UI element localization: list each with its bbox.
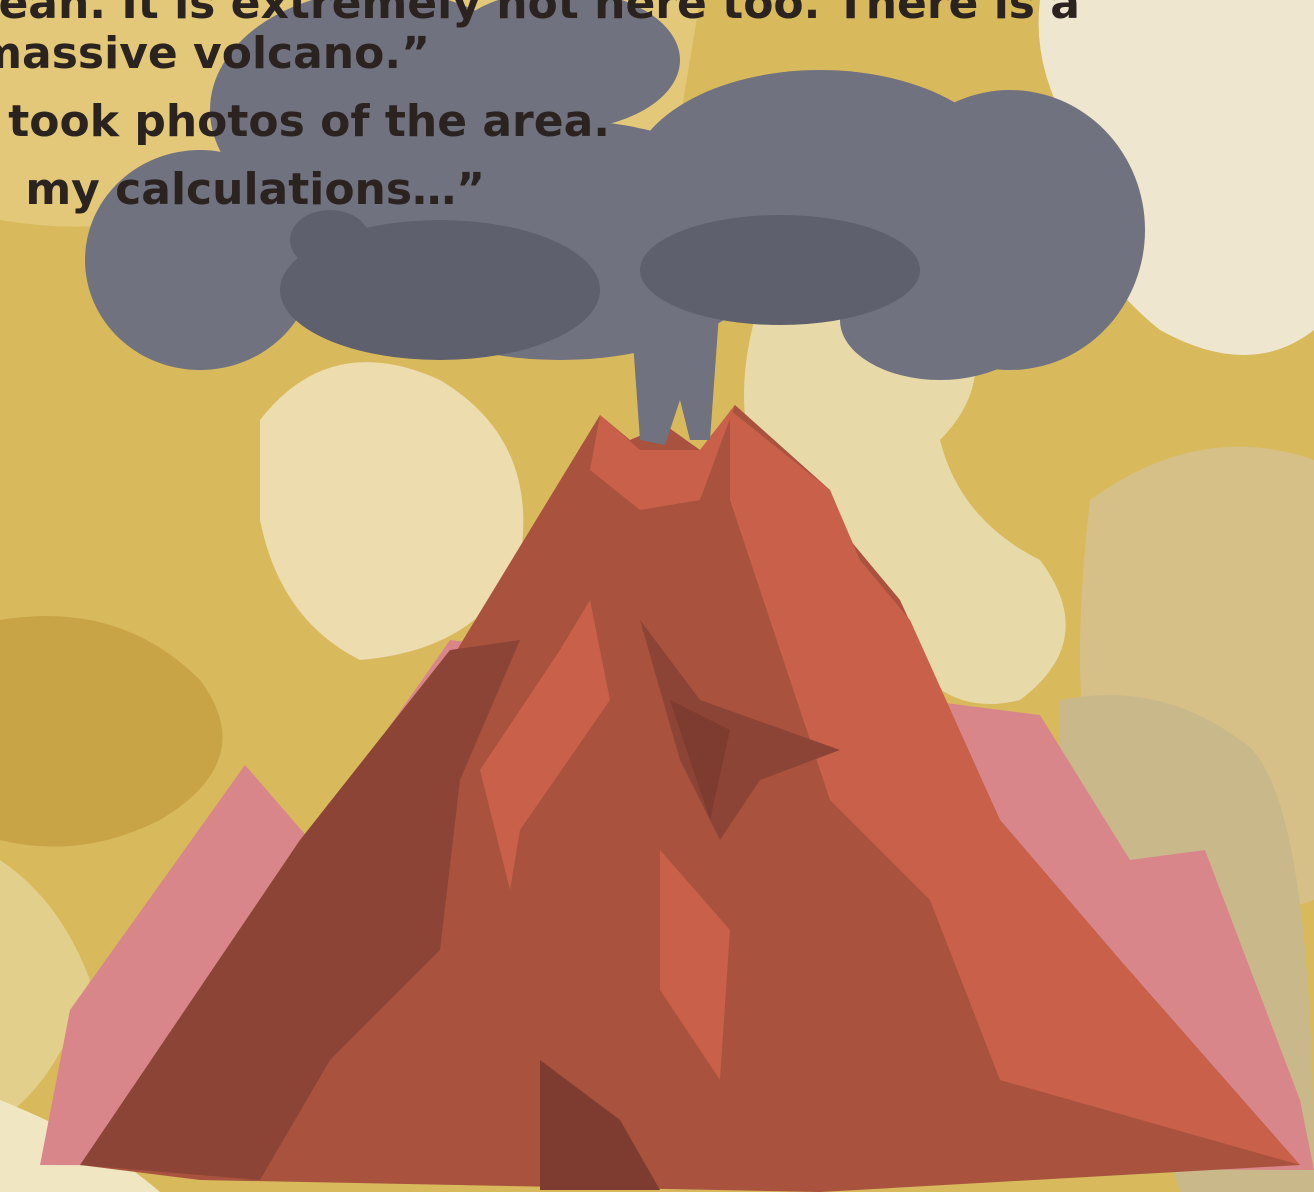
story-line: massive volcano.” [0,28,430,79]
story-line: ean. It is extremely hot here too. There… [0,0,1080,29]
story-line: took photos of the area. [8,96,610,147]
illustration: ean. It is extremely hot here too. There… [0,0,1314,1192]
page: {"story": {"lines": ["ean. It is extreme… [0,0,1314,1192]
story-line: my calculations…” [25,164,485,215]
